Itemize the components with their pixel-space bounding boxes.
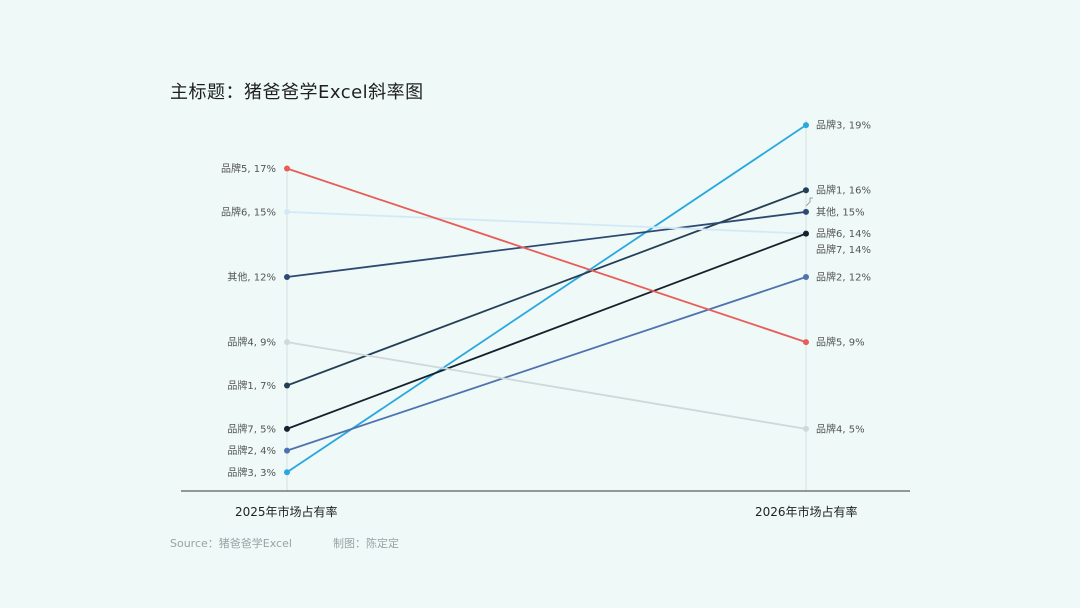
point-其他-end [803, 208, 809, 215]
point-品牌3-end [803, 122, 809, 129]
point-品牌6-start [284, 208, 290, 215]
left-label-品牌6: 品牌6, 15% [221, 205, 276, 218]
right-labels: 品牌3, 19% 品牌1, 16% 其他, 15% 品牌6, 14% 品牌7, 14% 品… [816, 119, 871, 436]
left-labels: 品牌5, 17% 品牌6, 15% 其他, 12% 品牌4, 9% 品牌1, 7% 品牌7… [221, 162, 276, 479]
x-tick-label-2026: 2026年市场占有率 [755, 505, 858, 519]
series-line-品牌5 [286, 167, 807, 343]
point-品牌4-start [284, 339, 290, 346]
point-品牌7-end [803, 230, 809, 237]
source-note: Source：猪爸爸学Excel [170, 537, 292, 550]
left-label-品牌7: 品牌7, 5% [227, 422, 276, 435]
x-tick-label-2025: 2025年市场占有率 [235, 505, 338, 519]
series-line-品牌3 [286, 124, 807, 474]
right-label-品牌2: 品牌2, 12% [816, 271, 871, 284]
right-label-品牌3: 品牌3, 19% [816, 119, 871, 132]
point-品牌7-start [284, 425, 290, 432]
left-label-品牌4: 品牌4, 9% [227, 336, 276, 349]
point-品牌5-end [803, 339, 809, 346]
series-line-品牌4 [286, 341, 807, 430]
right-label-品牌7: 品牌7, 14% [816, 243, 871, 256]
left-label-品牌1: 品牌1, 7% [227, 379, 276, 392]
right-label-品牌5: 品牌5, 9% [816, 336, 865, 349]
chart-title: 主标题：猪爸爸学Excel斜率图 [170, 82, 424, 103]
right-label-品牌4: 品牌4, 5% [816, 422, 865, 435]
point-品牌5-start [284, 165, 290, 172]
series-line-品牌7 [286, 232, 807, 430]
point-品牌1-end [803, 187, 809, 194]
point-品牌2-start [284, 447, 290, 454]
left-label-品牌5: 品牌5, 17% [221, 162, 276, 175]
point-品牌3-start [284, 469, 290, 476]
series-line-其他 [286, 211, 807, 278]
point-品牌2-end [803, 274, 809, 280]
series-lines [284, 122, 809, 476]
left-label-其他: 其他, 12% [227, 271, 276, 284]
right-label-品牌6: 品牌6, 14% [816, 227, 871, 240]
series-line-品牌6 [286, 211, 807, 235]
leader-line-其他 [805, 197, 813, 207]
point-其他-start [284, 274, 290, 280]
point-品牌1-start [284, 382, 290, 389]
point-品牌4-end [803, 425, 809, 432]
right-label-品牌1: 品牌1, 16% [816, 184, 871, 197]
left-label-品牌2: 品牌2, 4% [227, 444, 276, 457]
series-line-品牌2 [286, 276, 807, 452]
right-label-其他: 其他, 15% [816, 205, 865, 218]
credit-note: 制图：陈定定 [333, 537, 399, 550]
series-line-品牌1 [286, 189, 807, 387]
left-label-品牌3: 品牌3, 3% [227, 466, 276, 479]
